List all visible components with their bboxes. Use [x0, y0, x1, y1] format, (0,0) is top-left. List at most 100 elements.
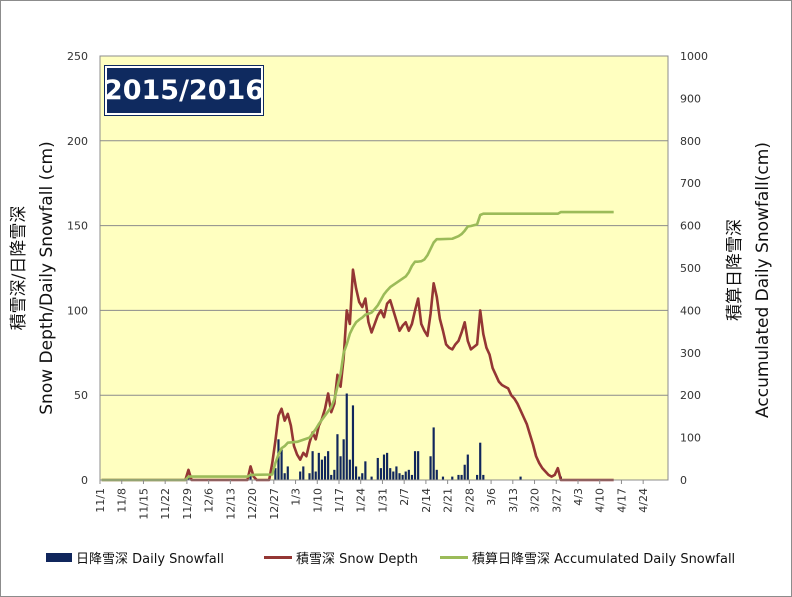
snowfall-bar	[299, 471, 302, 480]
left-axis-title-line1: 積雪深/日降雪深	[9, 206, 29, 331]
x-tick-label: 2/7	[398, 488, 411, 506]
legend-line-swatch-depth	[264, 556, 292, 559]
snowfall-bar	[317, 452, 320, 480]
snowfall-bar	[345, 393, 348, 480]
snowfall-bar	[457, 474, 460, 480]
snowfall-bar	[354, 466, 358, 480]
snowfall-bar	[274, 468, 277, 480]
snowfall-bar	[389, 468, 392, 480]
right-axis-ticks: 0 100 200 300 400 500 600 700 800 900 1000	[680, 50, 708, 487]
x-tick-label: 12/6	[203, 488, 216, 513]
snowfall-bar	[280, 449, 283, 480]
snowfall-bar	[333, 469, 336, 480]
x-tick-label: 1/24	[355, 488, 368, 513]
left-tick-label: 150	[67, 220, 88, 233]
snowfall-bar	[364, 461, 367, 480]
snowfall-bar	[379, 468, 382, 480]
x-tick-label: 2/28	[463, 488, 476, 513]
snowfall-bar	[417, 451, 420, 480]
right-axis-title-line1: 積算日降雪深	[725, 219, 745, 321]
snowfall-bar	[361, 473, 364, 480]
x-tick-label: 2/21	[442, 488, 455, 513]
x-tick-label: 3/20	[529, 488, 542, 513]
right-tick-label: 100	[680, 432, 701, 445]
snowfall-bar	[320, 459, 324, 480]
x-tick-label: 12/20	[246, 488, 259, 520]
x-tick-label: 1/31	[376, 488, 389, 513]
right-tick-label: 800	[680, 135, 701, 148]
snowfall-bar	[432, 427, 435, 480]
snowfall-bar	[460, 474, 463, 480]
season-badge: 2015/2016	[104, 65, 264, 116]
left-tick-label: 0	[81, 474, 88, 487]
snowfall-bar	[413, 451, 417, 480]
snowfall-bar	[283, 473, 286, 480]
right-tick-label: 900	[680, 92, 701, 105]
legend-item-daily-snowfall: 日降雪深 Daily Snowfall	[46, 548, 224, 567]
snowfall-bar	[302, 466, 305, 480]
x-tick-label: 11/22	[159, 488, 172, 520]
daily-snowfall-bars	[187, 393, 563, 480]
snowfall-bar	[358, 476, 361, 480]
x-tick-label: 11/29	[181, 488, 194, 520]
x-tick-label: 4/10	[594, 488, 607, 513]
x-tick-label: 4/24	[637, 488, 650, 513]
legend-item-snow-depth: 積雪深 Snow Depth	[264, 548, 418, 567]
snowfall-bar	[311, 451, 314, 480]
snowfall-bar	[398, 473, 401, 480]
x-tick-label: 3/27	[550, 488, 563, 513]
snowfall-bar	[336, 434, 339, 480]
snowfall-bar	[370, 476, 373, 480]
snowfall-bar	[482, 474, 485, 480]
snowfall-bar	[351, 405, 355, 480]
snowfall-bar	[410, 474, 414, 480]
snowfall-bar	[314, 471, 317, 480]
right-tick-label: 600	[680, 220, 701, 233]
x-tick-label: 11/15	[137, 488, 150, 520]
snowfall-bar	[382, 454, 386, 480]
left-tick-label: 200	[67, 135, 88, 148]
x-tick-label: 1/17	[333, 488, 346, 513]
right-tick-label: 500	[680, 262, 701, 275]
x-tick-label: 1/10	[311, 488, 324, 513]
x-tick-label: 2/14	[420, 488, 433, 513]
snowfall-bar	[407, 469, 410, 480]
x-tick-label: 12/27	[268, 488, 281, 520]
x-tick-label: 3/6	[485, 488, 498, 506]
snowfall-bar	[286, 466, 289, 480]
snowfall-bar	[249, 474, 252, 480]
snowfall-bar	[386, 452, 389, 480]
left-tick-label: 250	[67, 50, 88, 63]
left-tick-label: 100	[67, 304, 88, 317]
x-tick-label: 4/3	[572, 488, 585, 506]
snowfall-bar	[479, 442, 482, 480]
snowfall-bar	[429, 456, 432, 480]
left-tick-label: 50	[74, 389, 88, 402]
snowfall-bar	[451, 476, 454, 480]
snowfall-bar	[435, 469, 438, 480]
legend-label-accumulated: 積算日降雪深 Accumulated Daily Snowfall	[472, 552, 736, 567]
legend: 日降雪深 Daily Snowfall 積雪深 Snow Depth 積算日降雪…	[42, 548, 782, 567]
right-axis-title-line2: Accumulated Daily Snowfall(cm)	[753, 142, 773, 418]
snowfall-bar	[476, 474, 479, 480]
snowfall-bar	[327, 451, 330, 480]
snowfall-bar	[463, 464, 466, 480]
snowfall-bar	[342, 439, 345, 480]
snowfall-bar	[308, 473, 311, 480]
accumulated-snowfall-line	[101, 210, 614, 482]
x-tick-label: 12/13	[224, 488, 237, 520]
legend-line-swatch-accum	[440, 556, 468, 559]
snowfall-bar	[348, 459, 351, 480]
right-tick-label: 400	[680, 304, 701, 317]
left-axis-ticks: 0 50 100 150 200 250	[67, 50, 88, 487]
snowfall-bar	[395, 466, 398, 480]
right-tick-label: 0	[680, 474, 687, 487]
snow-depth-line	[101, 268, 614, 482]
snowfall-bar	[392, 471, 395, 480]
right-tick-label: 200	[680, 389, 701, 402]
snowfall-bar	[519, 476, 522, 480]
snowfall-bar	[376, 457, 379, 480]
snowfall-bar	[466, 454, 469, 480]
right-tick-label: 300	[680, 347, 701, 360]
